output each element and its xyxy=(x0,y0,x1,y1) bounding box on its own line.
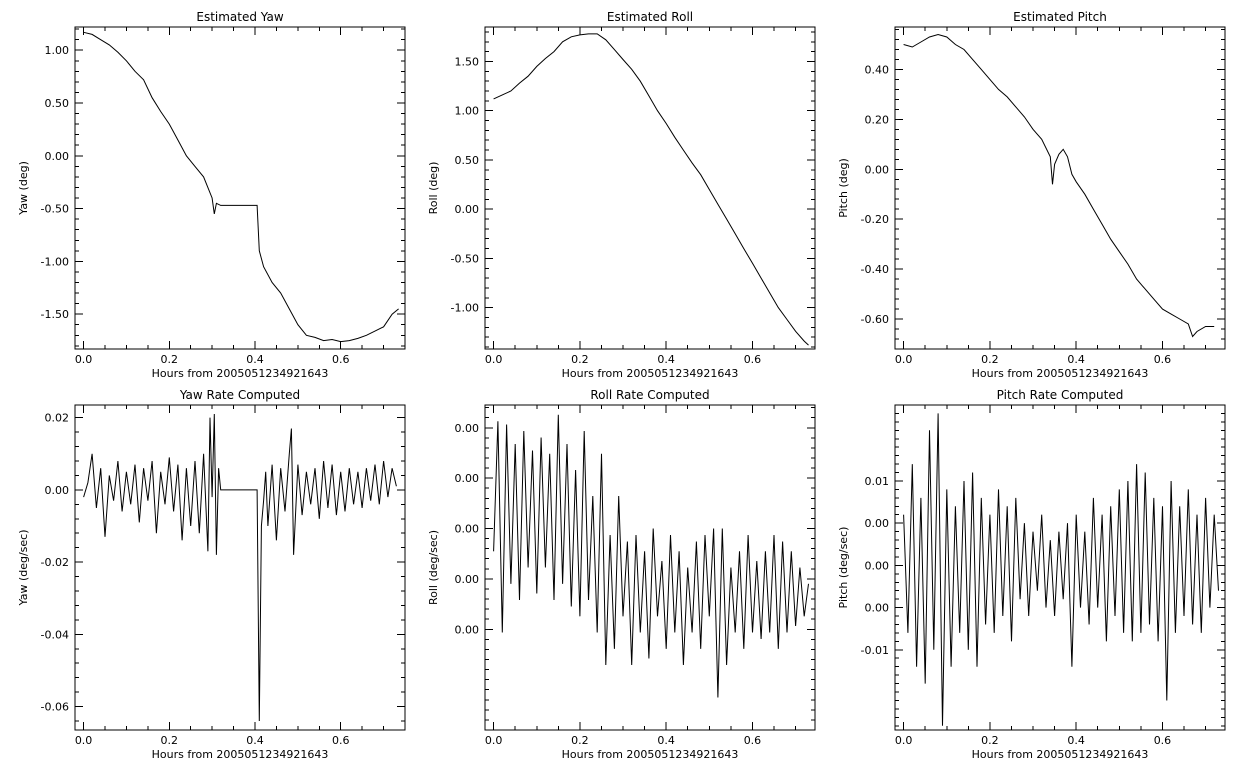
x-tick-label: 0.4 xyxy=(657,734,675,747)
y-tick-label: 0.00 xyxy=(455,203,480,216)
x-axis-label: Hours from 2005051234921643 xyxy=(152,748,329,761)
y-tick-label: 0.40 xyxy=(865,63,890,76)
y-axis-label: Roll (deg) xyxy=(427,162,440,215)
x-tick-label: 0.2 xyxy=(161,353,179,366)
y-tick-label: -0.60 xyxy=(861,313,889,326)
y-tick-label: 0.00 xyxy=(45,150,70,163)
series-line xyxy=(493,33,809,346)
x-tick-label: 0.0 xyxy=(895,353,913,366)
chart-panel-3: Estimated Pitch Hours from 20050512349216… xyxy=(837,10,1226,380)
chart-title: Pitch Rate Computed xyxy=(997,388,1124,402)
x-tick-label: 0.6 xyxy=(744,353,762,366)
y-tick-label: 0.01 xyxy=(865,475,890,488)
x-axis-label: Hours from 2005051234921643 xyxy=(562,367,739,380)
y-tick-label: -0.50 xyxy=(451,252,479,265)
series-line xyxy=(83,413,397,722)
x-tick-label: 0.0 xyxy=(895,734,913,747)
x-tick-label: 0.6 xyxy=(744,734,762,747)
y-tick-label: -1.50 xyxy=(41,308,69,321)
x-tick-label: 0.6 xyxy=(332,353,350,366)
plot-frame xyxy=(894,26,1226,350)
plot-frame xyxy=(74,404,406,731)
y-axis-label: Yaw (deg/sec) xyxy=(17,529,30,606)
y-tick-label: -0.20 xyxy=(861,213,889,226)
y-tick-label: 0.00 xyxy=(865,602,890,615)
x-tick-label: 0.4 xyxy=(1067,353,1085,366)
x-tick-label: 0.2 xyxy=(161,734,179,747)
y-tick-label: 0.50 xyxy=(455,154,480,167)
y-tick-label: 0.20 xyxy=(865,113,890,126)
x-axis-label: Hours from 2005051234921643 xyxy=(972,367,1149,380)
y-tick-label: 0.00 xyxy=(865,559,890,572)
chart-panel-1: Estimated Yaw Hours from 2005051234921643… xyxy=(17,10,406,380)
series-line xyxy=(903,33,1215,338)
y-tick-label: -0.50 xyxy=(41,203,69,216)
y-tick-label: -1.00 xyxy=(451,302,479,315)
plot-frame xyxy=(894,404,1226,731)
x-tick-label: 0.4 xyxy=(657,353,675,366)
y-tick-label: 0.00 xyxy=(455,422,480,435)
y-tick-label: -0.04 xyxy=(41,628,69,641)
y-tick-label: 0.00 xyxy=(455,523,480,536)
chart-title: Estimated Roll xyxy=(607,10,693,24)
series-line xyxy=(493,414,809,698)
x-tick-label: 0.2 xyxy=(981,353,999,366)
y-axis-label: Pitch (deg) xyxy=(837,158,850,218)
chart-panel-4: Yaw Rate Computed Hours from 200505123492… xyxy=(17,388,406,761)
y-tick-label: -0.02 xyxy=(41,556,69,569)
y-tick-label: -0.01 xyxy=(861,644,889,657)
x-tick-label: 0.2 xyxy=(571,353,589,366)
y-tick-label: -0.06 xyxy=(41,701,69,714)
y-tick-label: -1.00 xyxy=(41,255,69,268)
y-tick-label: 1.00 xyxy=(45,44,70,57)
x-axis-label: Hours from 2005051234921643 xyxy=(152,367,329,380)
chart-title: Estimated Pitch xyxy=(1013,10,1107,24)
chart-panel-5: Roll Rate Computed Hours from 20050512349… xyxy=(427,388,816,761)
y-axis-label: Yaw (deg) xyxy=(17,161,30,216)
x-tick-label: 0.6 xyxy=(1154,734,1172,747)
y-tick-label: -0.40 xyxy=(861,263,889,276)
chart-title: Estimated Yaw xyxy=(196,10,283,24)
x-tick-label: 0.0 xyxy=(485,353,503,366)
chart-panel-6: Pitch Rate Computed Hours from 2005051234… xyxy=(837,388,1226,761)
y-tick-label: 0.00 xyxy=(455,472,480,485)
x-tick-label: 0.4 xyxy=(246,734,264,747)
plot-frame xyxy=(74,26,406,350)
y-tick-label: 1.00 xyxy=(455,105,480,118)
chart-title: Yaw Rate Computed xyxy=(179,388,300,402)
x-tick-label: 0.2 xyxy=(571,734,589,747)
x-tick-label: 0.2 xyxy=(981,734,999,747)
x-tick-label: 0.4 xyxy=(1067,734,1085,747)
y-tick-label: 0.50 xyxy=(45,97,70,110)
x-axis-label: Hours from 2005051234921643 xyxy=(562,748,739,761)
y-tick-label: 1.50 xyxy=(455,55,480,68)
y-axis-label: Roll (deg/sec) xyxy=(427,530,440,605)
y-tick-label: 0.00 xyxy=(45,484,70,497)
plot-frame xyxy=(484,26,816,350)
chart-panel-2: Estimated Roll Hours from 200505123492164… xyxy=(427,10,816,380)
x-axis-label: Hours from 2005051234921643 xyxy=(972,748,1149,761)
y-axis-label: Pitch (deg/sec) xyxy=(837,527,850,609)
x-tick-label: 0.4 xyxy=(246,353,264,366)
plot-frame xyxy=(484,404,816,731)
x-tick-label: 0.0 xyxy=(75,734,93,747)
x-tick-label: 0.0 xyxy=(75,353,93,366)
x-tick-label: 0.6 xyxy=(332,734,350,747)
y-tick-label: 0.00 xyxy=(455,623,480,636)
series-line xyxy=(903,413,1219,726)
chart-title: Roll Rate Computed xyxy=(590,388,709,402)
series-line xyxy=(83,31,399,343)
x-tick-label: 0.6 xyxy=(1154,353,1172,366)
y-tick-label: 0.00 xyxy=(455,573,480,586)
x-tick-label: 0.0 xyxy=(485,734,503,747)
y-tick-label: 0.00 xyxy=(865,517,890,530)
y-tick-label: 0.02 xyxy=(45,412,70,425)
y-tick-label: 0.00 xyxy=(865,163,890,176)
